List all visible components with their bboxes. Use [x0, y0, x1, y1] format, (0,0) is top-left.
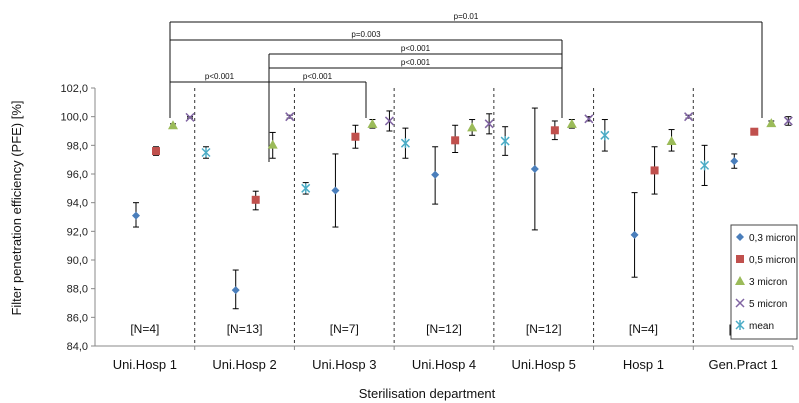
- legend-label: mean: [749, 321, 774, 332]
- data-point: [152, 147, 160, 156]
- marker-stroke: [783, 116, 793, 126]
- y-tick-label: 92,0: [67, 226, 88, 238]
- data-point: [384, 116, 394, 126]
- data-point: [584, 114, 594, 124]
- significance-bracket: p<0.001: [169, 72, 270, 162]
- data-point: [484, 119, 494, 129]
- data-layer: [132, 107, 793, 310]
- legend-label: 5 micron: [749, 299, 787, 310]
- sample-size-label: [N=13]: [227, 322, 263, 336]
- x-tick-label: Uni.Hosp 2: [212, 357, 276, 372]
- sample-size-label: [N=12]: [526, 322, 562, 336]
- series-2: [168, 118, 777, 159]
- data-point: [367, 118, 378, 128]
- y-tick-label: 102,0: [60, 83, 88, 95]
- legend: 0,3 micron 0,5 micron 3 micron 5 micron mean: [730, 224, 798, 340]
- significance-bracket: p=0.01: [169, 12, 763, 118]
- p-value-label: p<0.001: [303, 72, 333, 81]
- marker-stroke: [735, 298, 745, 308]
- p-value-label: p<0.001: [205, 72, 235, 81]
- data-point: [550, 126, 559, 135]
- data-point: [132, 211, 140, 220]
- legend-marker: [736, 255, 744, 263]
- sample-size-label: [N=12]: [426, 322, 462, 336]
- data-point: [650, 166, 659, 175]
- p-value-label: p=0.01: [454, 12, 479, 21]
- y-tick-label: 84,0: [67, 341, 88, 353]
- data-point: [666, 136, 677, 146]
- y-axis-title: Filter penetration efficiency (PFE) [%]: [9, 100, 24, 315]
- p-value-label: p<0.001: [401, 44, 431, 53]
- data-point: [301, 183, 311, 194]
- data-point: [267, 139, 278, 149]
- data-point: [431, 170, 440, 179]
- data-point: [684, 112, 694, 122]
- data-point: [766, 118, 777, 128]
- series-0: [132, 107, 739, 310]
- marker-stroke: [185, 112, 195, 122]
- series-3: [185, 110, 793, 135]
- legend-label: 0,5 micron: [749, 255, 796, 266]
- data-point: [700, 160, 710, 171]
- marker-stroke: [684, 112, 694, 122]
- p-value-label: p=0.003: [351, 30, 381, 39]
- x-tick-label: Gen.Pract 1: [708, 357, 777, 372]
- y-tick-label: 88,0: [67, 284, 88, 296]
- data-point: [630, 230, 639, 239]
- data-point: [168, 120, 178, 130]
- series-1: [152, 120, 759, 211]
- legend-label: 0,3 micron: [749, 233, 796, 244]
- data-point: [451, 136, 460, 145]
- marker-stroke: [484, 119, 494, 129]
- data-point: [331, 186, 340, 195]
- x-tick-label: Hosp 1: [623, 357, 664, 372]
- y-tick-label: 96,0: [67, 169, 88, 181]
- x-tick-label: Uni.Hosp 5: [512, 357, 576, 372]
- data-point: [400, 138, 410, 149]
- data-point: [185, 112, 195, 122]
- data-point: [600, 130, 610, 141]
- legend-marker: [735, 276, 745, 285]
- y-tick-label: 100,0: [60, 112, 88, 124]
- marker-stroke: [384, 116, 394, 126]
- data-point: [530, 164, 539, 173]
- y-tick-label: 98,0: [67, 140, 88, 152]
- data-point: [285, 112, 295, 122]
- legend-marker: [736, 233, 744, 241]
- x-tick-label: Uni.Hosp 1: [113, 357, 177, 372]
- x-tick-label: Uni.Hosp 4: [412, 357, 476, 372]
- legend-marker: [735, 320, 745, 330]
- series-4: [201, 119, 710, 195]
- y-tick-label: 86,0: [67, 312, 88, 324]
- y-tick-label: 90,0: [67, 255, 88, 267]
- legend-label: 3 micron: [749, 277, 787, 288]
- significance-bracket: p<0.001: [268, 72, 367, 162]
- category-separators: [194, 88, 694, 346]
- marker-stroke: [584, 114, 594, 124]
- significance-annotations: p=0.01 p=0.003 p<0.001 p<0.001 p<0.001 p<0.00…: [169, 12, 763, 162]
- axes-layer: 84,0 86,0 88,0 90,0 92,0 94,0 96,0 98,0 100,0 102…: [60, 83, 794, 372]
- sample-size-label: [N=7]: [330, 322, 359, 336]
- sample-size-label: [N=4]: [130, 322, 159, 336]
- x-axis-title: Sterilisation department: [359, 386, 496, 401]
- data-point: [783, 116, 793, 126]
- data-point: [251, 195, 260, 204]
- y-tick-label: 94,0: [67, 198, 88, 210]
- marker-stroke: [285, 112, 295, 122]
- data-point: [201, 147, 211, 158]
- data-point: [750, 127, 759, 136]
- sample-size-label: [N=4]: [629, 322, 658, 336]
- data-point: [351, 132, 360, 141]
- p-value-label: p<0.001: [401, 58, 431, 67]
- data-point: [467, 122, 478, 132]
- data-point: [566, 118, 577, 128]
- data-point: [231, 286, 240, 295]
- legend-marker: [735, 298, 745, 308]
- data-point: [730, 157, 739, 166]
- x-tick-label: Uni.Hosp 3: [312, 357, 376, 372]
- data-point: [500, 136, 510, 147]
